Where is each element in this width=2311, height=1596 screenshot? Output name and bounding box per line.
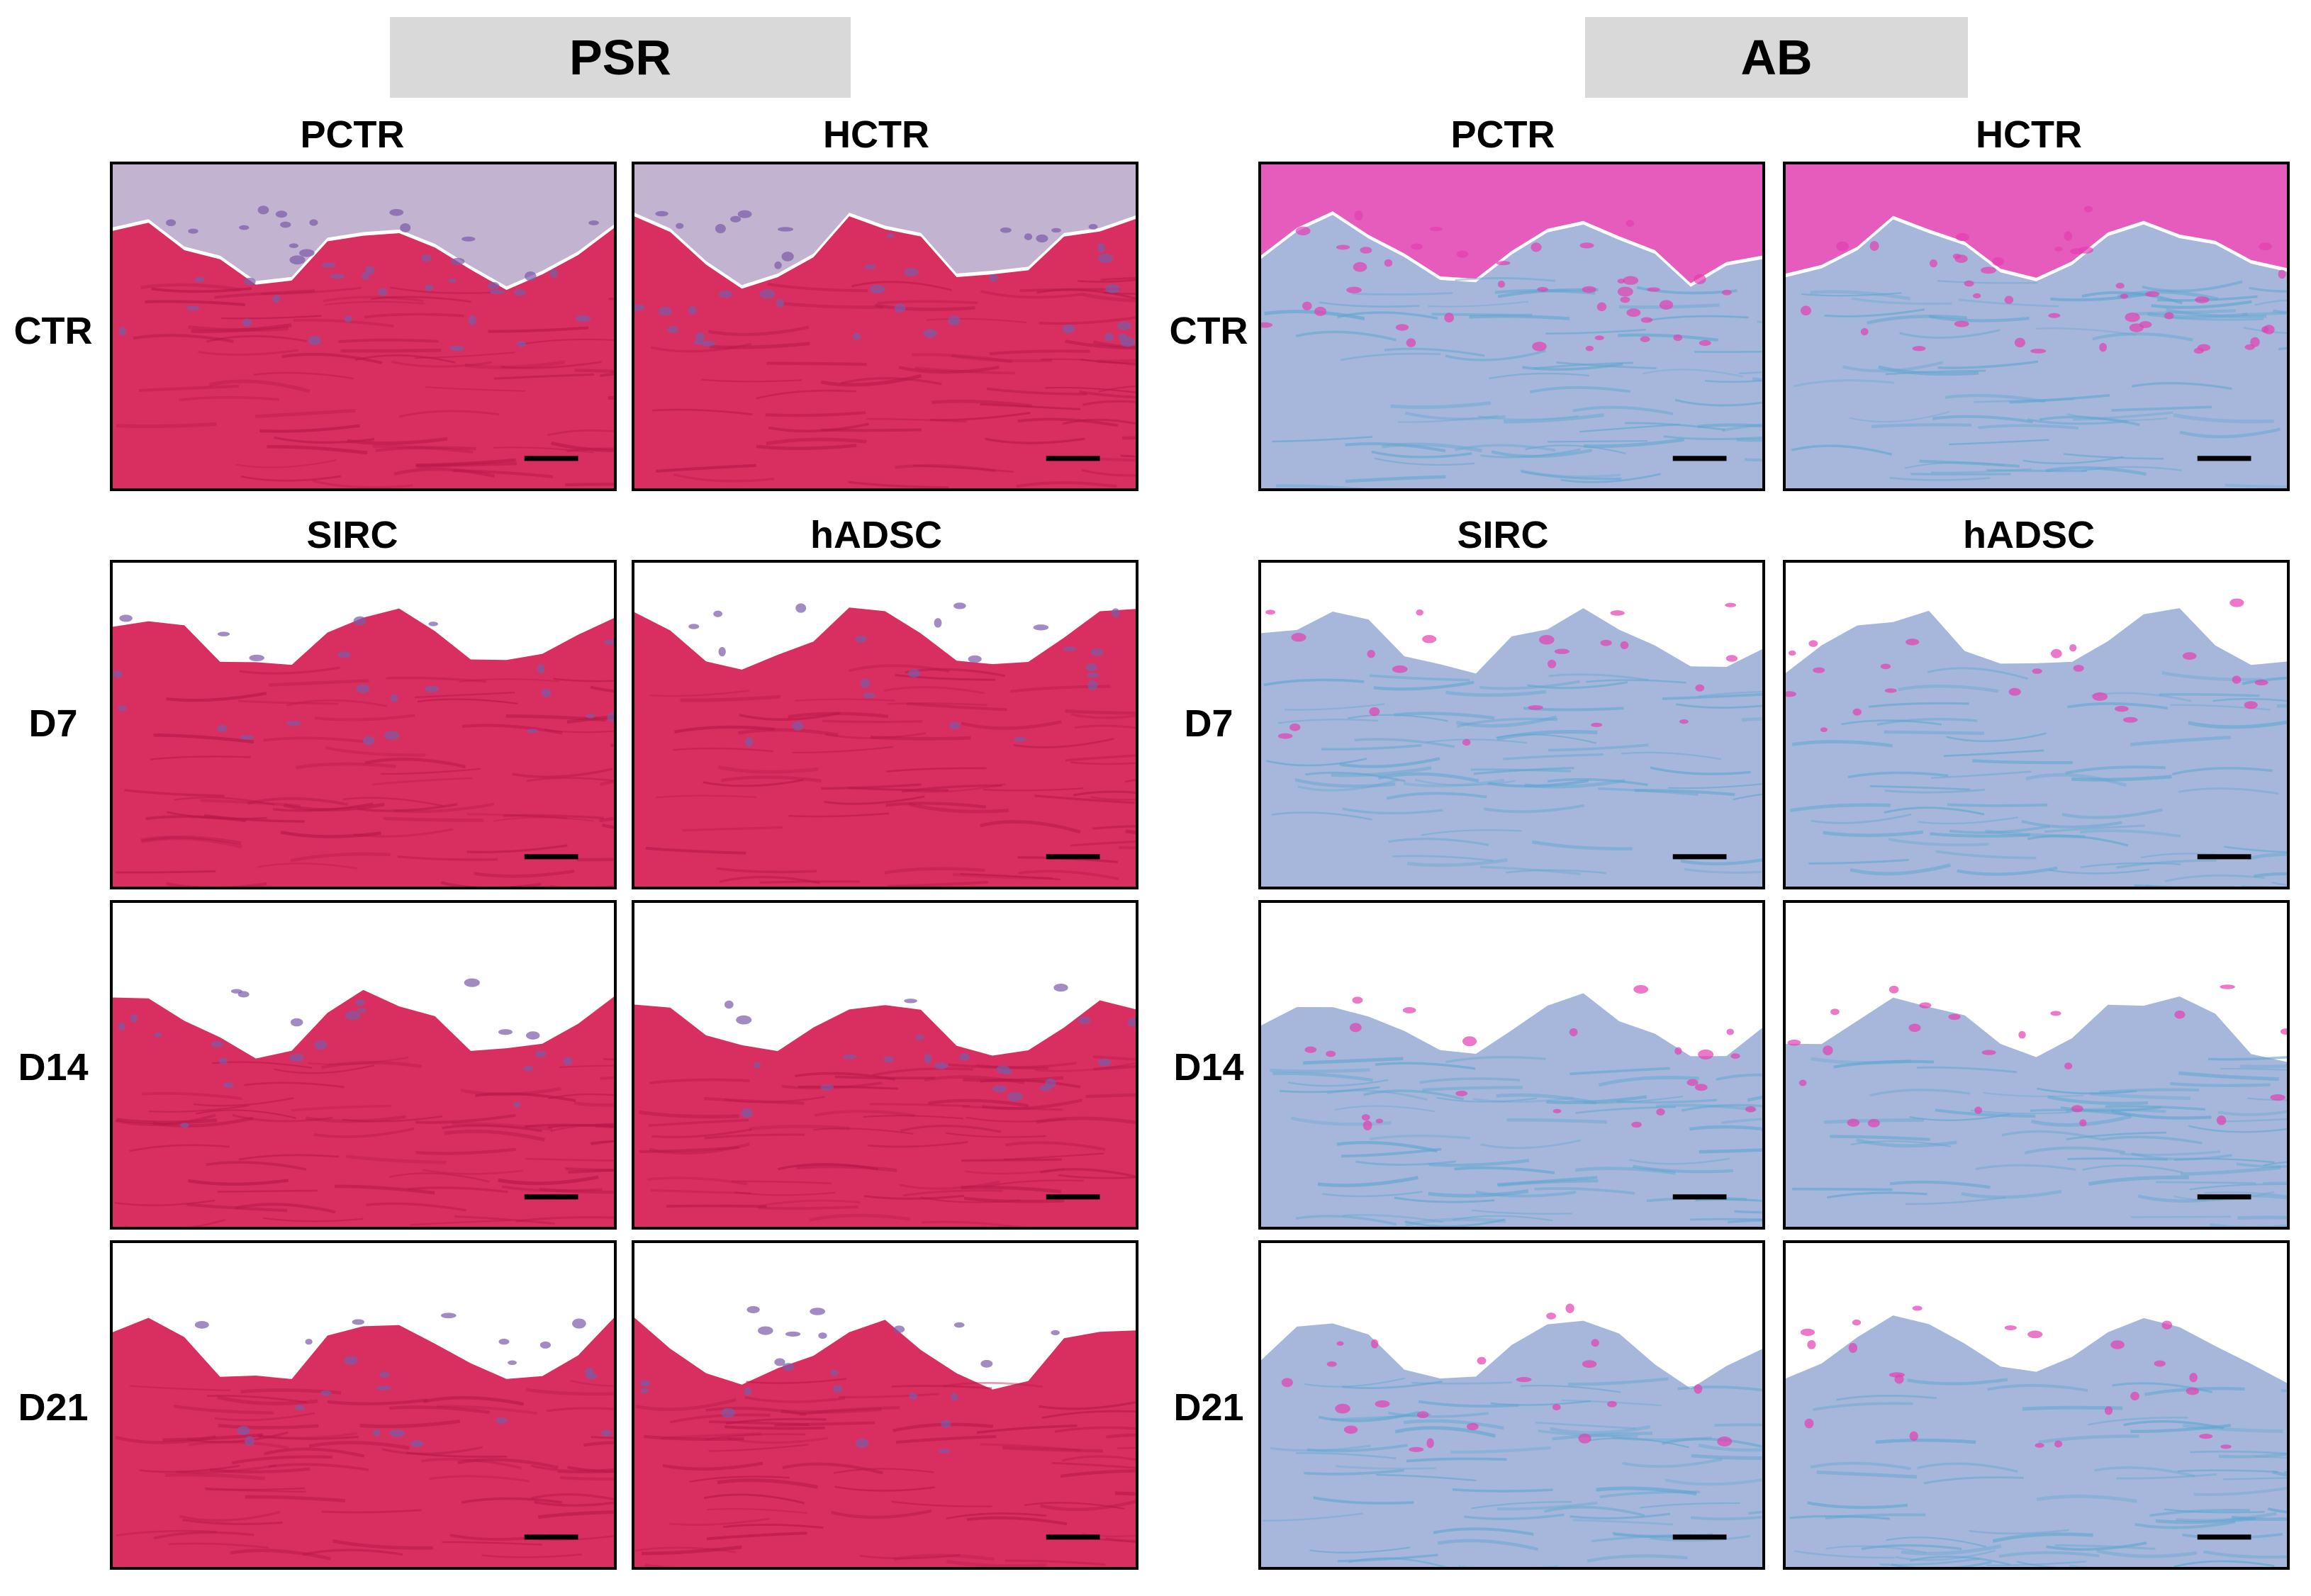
row-label-d14: D14	[18, 1046, 89, 1089]
panel-ab-hadsc-d7	[1783, 560, 2290, 889]
scale-bar-icon	[2197, 1534, 2251, 1540]
psr-section-banner: PSR	[390, 17, 851, 98]
scale-bar-icon	[1672, 1534, 1727, 1540]
row-label-ctr-ab: CTR	[1169, 310, 1248, 352]
panel-psr-sirc-d21	[110, 1240, 617, 1570]
col-header-ab-pctr: PCTR	[1450, 113, 1555, 156]
panel-ab-sirc-d21	[1258, 1240, 1765, 1570]
scale-bar-icon	[1046, 854, 1100, 860]
panel-psr-sirc-d14	[110, 900, 617, 1230]
panel-ab-hadsc-d21	[1783, 1240, 2290, 1570]
scale-bar-icon	[2197, 854, 2251, 860]
panel-psr-pctr-ctr	[110, 162, 617, 491]
panel-psr-hadsc-d14	[632, 900, 1138, 1230]
panel-psr-hadsc-d21	[632, 1240, 1138, 1570]
panel-psr-sirc-d7	[110, 560, 617, 889]
panel-ab-hctr-ctr	[1783, 162, 2290, 491]
scale-bar-icon	[1046, 456, 1100, 461]
panel-psr-hctr-ctr	[632, 162, 1138, 491]
scale-bar-icon	[524, 1194, 578, 1200]
panel-ab-sirc-d14	[1258, 900, 1765, 1230]
scale-bar-icon	[524, 1534, 578, 1540]
panel-ab-sirc-d7	[1258, 560, 1765, 889]
scale-bar-icon	[2197, 456, 2251, 461]
scale-bar-icon	[1672, 854, 1727, 860]
panel-psr-hadsc-d7	[632, 560, 1138, 889]
col-header-psr-pctr: PCTR	[300, 113, 405, 156]
col-header-ab-hctr: HCTR	[1976, 113, 2082, 156]
scale-bar-icon	[1046, 1534, 1100, 1540]
ab-section-banner: AB	[1585, 17, 1968, 98]
row-label-d21-ab: D21	[1173, 1386, 1244, 1429]
scale-bar-icon	[2197, 1194, 2251, 1200]
row-label-d21: D21	[18, 1386, 89, 1429]
scale-bar-icon	[1672, 1194, 1727, 1200]
panel-ab-hadsc-d14	[1783, 900, 2290, 1230]
scale-bar-icon	[524, 456, 578, 461]
row-label-d14-ab: D14	[1173, 1046, 1244, 1089]
panel-ab-pctr-ctr	[1258, 162, 1765, 491]
col-header-ab-hadsc: hADSC	[1963, 514, 2095, 556]
scale-bar-icon	[1046, 1194, 1100, 1200]
row-label-d7: D7	[28, 702, 78, 745]
row-label-ctr: CTR	[13, 310, 93, 352]
col-header-ab-sirc: SIRC	[1457, 514, 1549, 556]
scale-bar-icon	[524, 854, 578, 860]
col-header-psr-hadsc: hADSC	[810, 514, 942, 556]
scale-bar-icon	[1672, 456, 1727, 461]
row-label-d7-ab: D7	[1184, 702, 1233, 745]
col-header-psr-hctr: HCTR	[823, 113, 929, 156]
col-header-psr-sirc: SIRC	[306, 514, 398, 556]
